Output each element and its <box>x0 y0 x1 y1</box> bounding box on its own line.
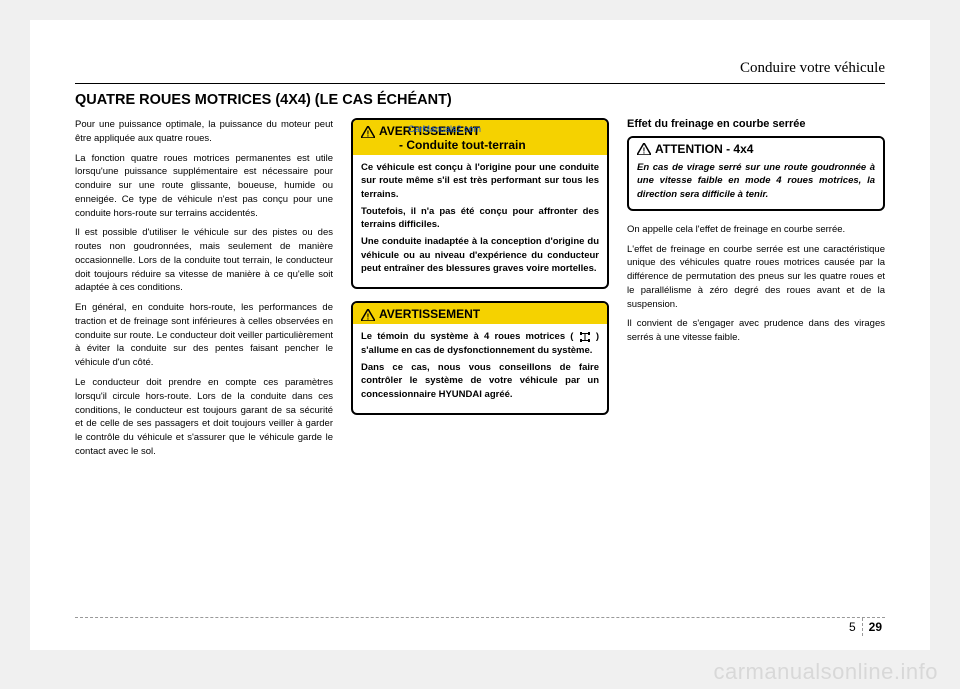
page-separator <box>862 618 863 636</box>
manual-page: Conduire votre véhicule QUATRE ROUES MOT… <box>30 20 930 650</box>
body-paragraph: L'effet de freinage en courbe serrée est… <box>627 243 885 312</box>
warning-triangle-icon: ! <box>361 126 375 138</box>
warning-text: Le témoin du système à 4 roues motrices … <box>361 330 599 357</box>
warning-text: Toutefois, il n'a pas été conçu pour aff… <box>361 205 599 232</box>
section-title: QUATRE ROUES MOTRICES (4X4) (LE CAS ÉCHÉ… <box>75 92 885 108</box>
body-paragraph: Pour une puissance optimale, la puissanc… <box>75 118 333 146</box>
source-link: CarManuals2.com <box>408 124 481 134</box>
caution-title: ATTENTION - 4x4 <box>655 142 753 156</box>
watermark: carmanualsonline.info <box>713 659 938 685</box>
body-paragraph: Il est possible d'utiliser le véhicule s… <box>75 226 333 295</box>
warning-header: ! AVERTISSEMENT <box>353 303 607 324</box>
warning-title: AVERTISSEMENT <box>379 307 480 321</box>
column-3: Effet du freinage en courbe serrée ! ATT… <box>627 118 885 465</box>
warning-triangle-icon: ! <box>361 309 375 321</box>
running-header: Conduire votre véhicule <box>740 60 885 77</box>
warning-box-offroad: ! AVERTISSEMENT - Conduite tout-terrain … <box>351 118 609 289</box>
column-2: ! AVERTISSEMENT - Conduite tout-terrain … <box>351 118 609 465</box>
page-number: 5 29 <box>849 618 882 636</box>
svg-text:!: ! <box>367 130 370 139</box>
caution-header: ! ATTENTION - 4x4 <box>629 138 883 159</box>
awd-indicator-icon <box>579 332 591 342</box>
warning-text-part: Le témoin du système à 4 roues motrices … <box>361 331 573 342</box>
body-paragraph: Le conducteur doit prendre en compte ces… <box>75 376 333 459</box>
warning-text: Ce véhicule est conçu à l'origine pour u… <box>361 161 599 201</box>
caution-text: En cas de virage serré sur une route gou… <box>637 161 875 201</box>
body-paragraph: La fonction quatre roues motrices perman… <box>75 152 333 221</box>
footer-rule <box>75 617 885 618</box>
page-number-value: 29 <box>869 620 882 634</box>
warning-body: Ce véhicule est conçu à l'origine pour u… <box>353 155 607 287</box>
chapter-number: 5 <box>849 620 856 634</box>
warning-box-indicator: ! AVERTISSEMENT Le témoin du système à 4… <box>351 301 609 414</box>
warning-body: Le témoin du système à 4 roues motrices … <box>353 324 607 412</box>
warning-text: Une conduite inadaptée à la conception d… <box>361 235 599 275</box>
header-rule: Conduire votre véhicule <box>75 66 885 84</box>
warning-text: Dans ce cas, nous vous conseillons de fa… <box>361 361 599 401</box>
column-1: Pour une puissance optimale, la puissanc… <box>75 118 333 465</box>
body-paragraph: On appelle cela l'effet de freinage en c… <box>627 223 885 237</box>
svg-text:!: ! <box>643 147 646 156</box>
caution-body: En cas de virage serré sur une route gou… <box>629 159 883 209</box>
warning-subtitle: - Conduite tout-terrain <box>379 138 526 152</box>
svg-text:!: ! <box>367 313 370 322</box>
caution-box-4x4: ! ATTENTION - 4x4 En cas de virage serré… <box>627 136 885 211</box>
body-paragraph: En général, en conduite hors-route, les … <box>75 301 333 370</box>
body-paragraph: Il convient de s'engager avec prudence d… <box>627 317 885 345</box>
subsection-heading: Effet du freinage en courbe serrée <box>627 118 885 130</box>
content-columns: Pour une puissance optimale, la puissanc… <box>75 118 885 465</box>
caution-triangle-icon: ! <box>637 143 651 155</box>
